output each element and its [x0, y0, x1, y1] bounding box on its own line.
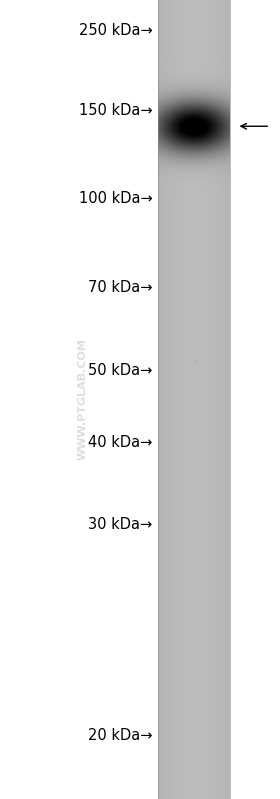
Text: 250 kDa→: 250 kDa→ — [79, 23, 153, 38]
Text: 100 kDa→: 100 kDa→ — [79, 191, 153, 205]
Text: 50 kDa→: 50 kDa→ — [88, 364, 153, 378]
Text: 70 kDa→: 70 kDa→ — [88, 280, 153, 295]
Text: 30 kDa→: 30 kDa→ — [88, 518, 153, 532]
Text: 20 kDa→: 20 kDa→ — [88, 728, 153, 742]
Text: 40 kDa→: 40 kDa→ — [88, 435, 153, 450]
Text: WWW.PTGLAB.COM: WWW.PTGLAB.COM — [78, 339, 88, 460]
Text: 150 kDa→: 150 kDa→ — [79, 103, 153, 117]
